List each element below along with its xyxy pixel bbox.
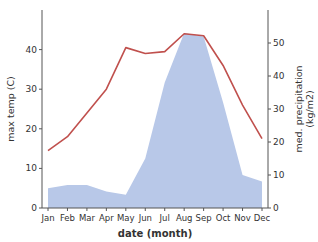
y-tick-label: 20 xyxy=(26,124,38,134)
x-tick xyxy=(106,208,107,211)
y-axis-label: max temp (C) xyxy=(5,76,16,142)
y-tick xyxy=(39,49,42,50)
x-tick xyxy=(203,208,204,211)
y2-tick xyxy=(268,208,271,209)
x-tick-label: Sep xyxy=(196,213,212,223)
temperature-line xyxy=(48,34,262,151)
x-tick-label: Jul xyxy=(159,213,170,223)
y-tick xyxy=(39,208,42,209)
x-tick xyxy=(242,208,243,211)
x-tick xyxy=(67,208,68,211)
x-tick xyxy=(48,208,49,211)
y-tick-label: 0 xyxy=(31,203,37,213)
y2-tick xyxy=(268,109,271,110)
y2-tick xyxy=(268,43,271,44)
y2-tick-label: 20 xyxy=(273,137,285,147)
y-tick xyxy=(39,168,42,169)
y2-axis-label-line: med. precipitation xyxy=(293,65,304,152)
x-tick-label: Oct xyxy=(216,213,231,223)
plot-area xyxy=(48,33,262,208)
x-tick xyxy=(145,208,146,211)
x-tick xyxy=(86,208,87,211)
y2-axis-label: med. precipitation(kg/m2) xyxy=(293,65,315,152)
y2-tick xyxy=(268,76,271,77)
precipitation-area xyxy=(48,33,262,208)
x-tick-label: Dec xyxy=(254,213,271,223)
x-tick-label: Jun xyxy=(138,213,152,223)
y-tick xyxy=(39,128,42,129)
y2-tick-label: 50 xyxy=(273,38,285,48)
x-tick-label: Apr xyxy=(99,213,114,223)
y2-tick xyxy=(268,175,271,176)
x-axis-line xyxy=(42,208,268,209)
y2-tick-label: 30 xyxy=(273,104,285,114)
x-tick xyxy=(125,208,126,211)
x-tick xyxy=(184,208,185,211)
x-tick xyxy=(223,208,224,211)
x-tick xyxy=(262,208,263,211)
y-tick-label: 30 xyxy=(26,84,38,94)
y2-tick-label: 10 xyxy=(273,170,285,180)
y2-axis-label-line: (kg/m2) xyxy=(304,90,315,127)
y-tick-label: 10 xyxy=(26,163,38,173)
x-tick-label: Nov xyxy=(234,213,251,223)
chart-container: 0 10 20 30 40 0 10 20 30 40 50 Jan Feb MarAprMayJun Ju… xyxy=(0,0,318,242)
x-tick-label: May xyxy=(117,213,135,223)
x-tick xyxy=(164,208,165,211)
x-tick-label: Feb xyxy=(60,213,75,223)
x-tick-label: Aug xyxy=(176,213,193,223)
chart-svg: 0 10 20 30 40 0 10 20 30 40 50 Jan Feb MarAprMayJun Ju… xyxy=(0,0,318,242)
y2-tick-label: 0 xyxy=(273,203,279,213)
y-tick xyxy=(39,89,42,90)
x-tick-label: Mar xyxy=(79,213,96,223)
y2-tick xyxy=(268,142,271,143)
y-tick-label: 40 xyxy=(26,45,38,55)
y2-tick-label: 40 xyxy=(273,71,285,81)
x-axis-label: date (month) xyxy=(118,228,192,239)
y-axis-line xyxy=(42,10,43,208)
x-tick-label: Jan xyxy=(40,213,54,223)
